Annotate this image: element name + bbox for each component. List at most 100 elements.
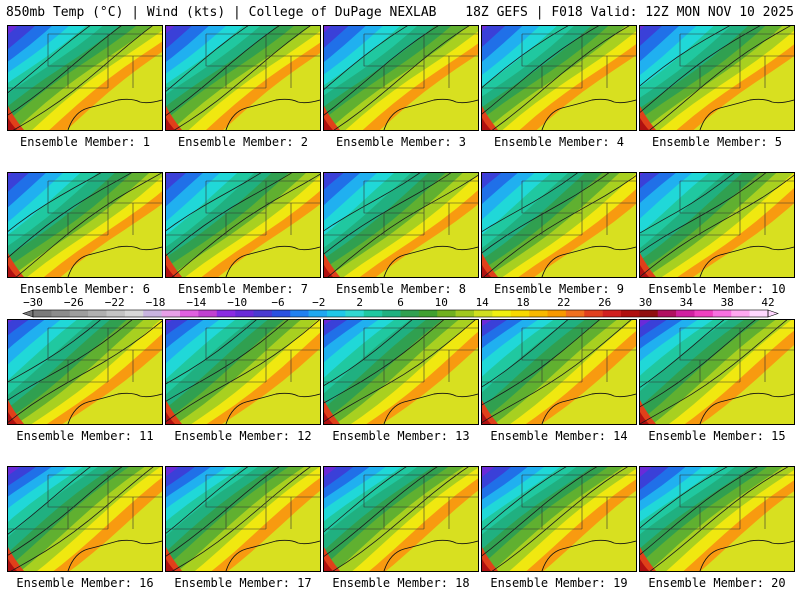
colorbar-swatch (731, 310, 750, 317)
ensemble-member-label: Ensemble Member: 20 (648, 576, 786, 590)
ensemble-member-map (481, 319, 637, 425)
colorbar-swatch (327, 310, 346, 317)
ensemble-member-map (7, 172, 163, 278)
colorbar-swatch (676, 310, 695, 317)
colorbar-swatch (418, 310, 438, 317)
colorbar-tick-label: −18 (146, 296, 166, 309)
colorbar-tick-label: 2 (356, 296, 363, 309)
colorbar-swatch (345, 310, 365, 317)
ensemble-member-label: Ensemble Member: 15 (648, 429, 786, 443)
colorbar-swatch (253, 310, 273, 317)
colorbar-swatch (161, 310, 181, 317)
colorbar-tick-label: 14 (476, 296, 490, 309)
colorbar-swatch (712, 310, 732, 317)
colorbar-swatch (547, 310, 567, 317)
ensemble-member-label: Ensemble Member: 11 (16, 429, 154, 443)
ensemble-member-label: Ensemble Member: 10 (648, 282, 786, 296)
ensemble-member-label: Ensemble Member: 13 (332, 429, 470, 443)
colorbar-swatch (382, 310, 401, 317)
ensemble-member-label: Ensemble Member: 17 (174, 576, 312, 590)
ensemble-member-label: Ensemble Member: 14 (490, 429, 628, 443)
colorbar-swatch (33, 310, 52, 317)
colorbar-swatch (106, 310, 126, 317)
ensemble-member-map (639, 466, 795, 572)
colorbar-swatch (143, 310, 162, 317)
colorbar-swatch (400, 310, 420, 317)
colorbar-swatch (455, 310, 475, 317)
ensemble-member-map (481, 25, 637, 131)
colorbar-arrow-low (22, 309, 34, 318)
ensemble-member-label: Ensemble Member: 8 (335, 282, 467, 296)
colorbar-tick-label: −26 (64, 296, 84, 309)
ensemble-member-label: Ensemble Member: 1 (19, 135, 151, 149)
colorbar-swatch (235, 310, 254, 317)
ensemble-member-map (165, 319, 321, 425)
map-title: 850mb Temp (°C) | Wind (kts) | College o… (6, 5, 437, 20)
colorbar-tick-label: 26 (598, 296, 611, 309)
ensemble-member-map (639, 172, 795, 278)
colorbar-swatch (565, 310, 585, 317)
ensemble-member-label: Ensemble Member: 6 (19, 282, 151, 296)
ensemble-member-map (7, 25, 163, 131)
colorbar-swatch (51, 310, 71, 317)
ensemble-member-map (323, 25, 479, 131)
colorbar-swatch (621, 310, 640, 317)
colorbar-swatch (290, 310, 309, 317)
colorbar-tick-label: 30 (639, 296, 652, 309)
colorbar-swatch (271, 310, 291, 317)
ensemble-member-label: Ensemble Member: 18 (332, 576, 470, 590)
run-valid-time: 18Z GEFS | F018 Valid: 12Z MON NOV 10 20… (465, 5, 794, 20)
ensemble-member-map (481, 466, 637, 572)
ensemble-member-map (323, 172, 479, 278)
ensemble-member-map (7, 319, 163, 425)
ensemble-member-label: Ensemble Member: 19 (490, 576, 628, 590)
ensemble-member-map (481, 172, 637, 278)
colorbar-swatch (363, 310, 383, 317)
ensemble-member-label: Ensemble Member: 9 (493, 282, 625, 296)
colorbar-tick-label: −30 (23, 296, 43, 309)
colorbar-tick-label: 6 (397, 296, 404, 309)
colorbar-tick-label: 34 (680, 296, 694, 309)
ensemble-member-label: Ensemble Member: 7 (177, 282, 309, 296)
ensemble-member-label: Ensemble Member: 2 (177, 135, 309, 149)
ensemble-member-map (165, 172, 321, 278)
colorbar-swatch (124, 310, 144, 317)
ensemble-member-map (165, 25, 321, 131)
colorbar-arrow-high (767, 309, 779, 318)
colorbar-swatch (69, 310, 89, 317)
colorbar-tick-label: 22 (557, 296, 570, 309)
colorbar-swatch (749, 310, 769, 317)
colorbar-swatch (529, 310, 548, 317)
colorbar-swatch (510, 310, 530, 317)
ensemble-member-label: Ensemble Member: 5 (651, 135, 783, 149)
colorbar-tick-label: 10 (435, 296, 448, 309)
temperature-colorbar: −30 −26 −22 −18 −14 −10 −6 −2 2 6 10 14 18 22 26 30 34 38… (22, 296, 779, 318)
colorbar-swatch (602, 310, 622, 317)
ensemble-member-map (323, 319, 479, 425)
colorbar-swatch (437, 310, 456, 317)
colorbar-tick-label: −2 (312, 296, 325, 309)
colorbar-swatch (584, 310, 603, 317)
colorbar-swatch (88, 310, 107, 317)
ensemble-member-map (165, 466, 321, 572)
ensemble-member-label: Ensemble Member: 4 (493, 135, 625, 149)
colorbar-swatch (216, 310, 236, 317)
colorbar-tick-label: 18 (516, 296, 529, 309)
colorbar-swatch (492, 310, 512, 317)
colorbar-swatch (657, 310, 677, 317)
colorbar-tick-label: 38 (721, 296, 734, 309)
ensemble-member-map (323, 466, 479, 572)
colorbar-swatch (308, 310, 328, 317)
colorbar-tick-label: −14 (186, 296, 206, 309)
colorbar-tick-label: 42 (761, 296, 774, 309)
colorbar-swatch (639, 310, 659, 317)
ensemble-member-map (639, 319, 795, 425)
ensemble-member-map (639, 25, 795, 131)
ensemble-member-map (7, 466, 163, 572)
colorbar-swatch (474, 310, 493, 317)
colorbar-swatch (180, 310, 199, 317)
colorbar-tick-label: −22 (105, 296, 125, 309)
ensemble-member-label: Ensemble Member: 16 (16, 576, 154, 590)
colorbar-tick-label: −10 (227, 296, 247, 309)
colorbar-swatch (694, 310, 714, 317)
